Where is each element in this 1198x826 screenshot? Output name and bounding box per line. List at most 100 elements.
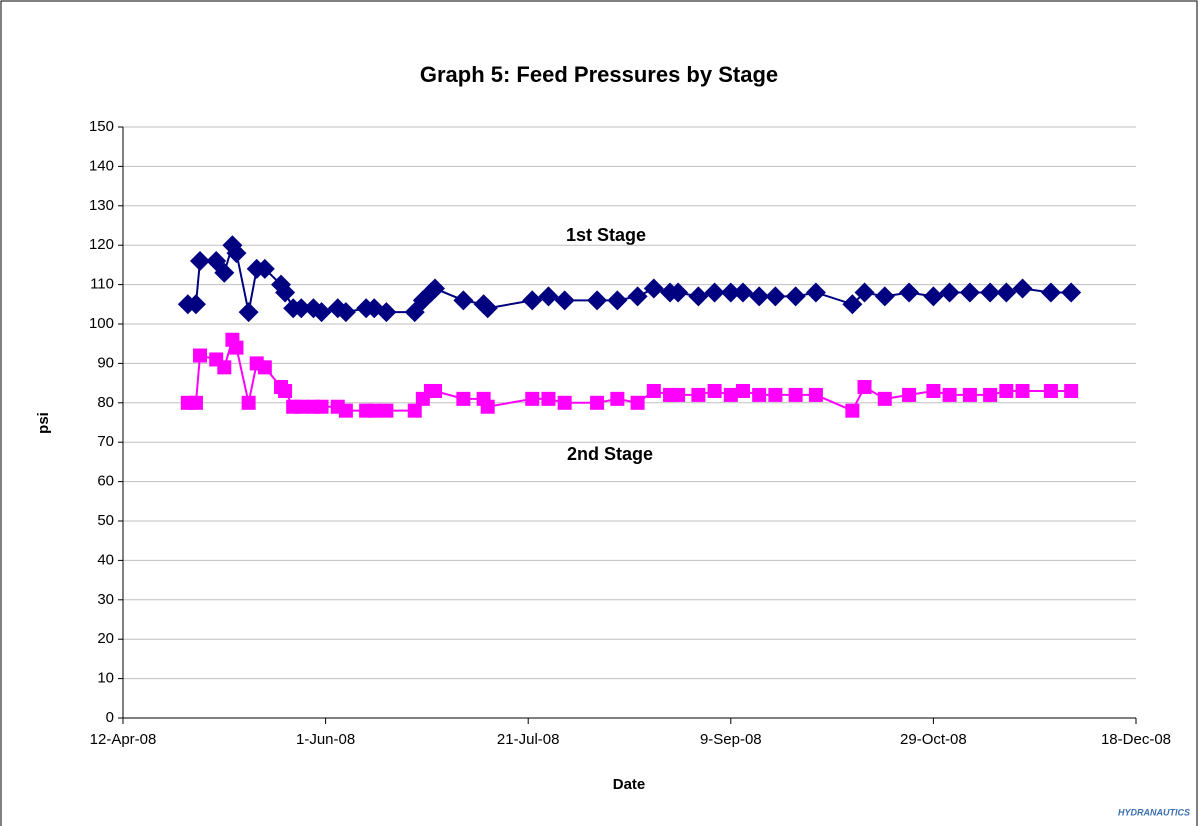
- marker: [338, 403, 353, 418]
- marker: [939, 282, 960, 303]
- y-tick-label: 30: [97, 591, 114, 608]
- marker: [425, 278, 446, 299]
- marker: [688, 286, 709, 307]
- marker: [607, 290, 628, 311]
- marker: [214, 262, 235, 283]
- marker: [294, 399, 309, 414]
- marker: [627, 286, 648, 307]
- y-tick-label: 0: [106, 709, 114, 726]
- marker: [367, 403, 382, 418]
- marker: [185, 294, 206, 315]
- marker: [407, 403, 422, 418]
- marker: [923, 286, 944, 307]
- marker: [845, 403, 860, 418]
- y-tick-label: 100: [89, 315, 114, 332]
- y-tick-label: 60: [97, 473, 114, 490]
- marker: [1015, 383, 1030, 398]
- marker: [959, 282, 980, 303]
- series-line: [187, 242, 1072, 314]
- marker: [768, 387, 783, 402]
- marker: [456, 391, 471, 406]
- marker: [257, 360, 272, 375]
- x-tick-label: 18-Dec-08: [1101, 731, 1171, 748]
- annotation: 1st Stage: [566, 225, 646, 245]
- marker: [226, 243, 247, 264]
- marker: [752, 387, 767, 402]
- marker: [765, 286, 786, 307]
- marker: [707, 383, 722, 398]
- y-tick-label: 10: [97, 670, 114, 687]
- marker: [376, 302, 397, 323]
- marker: [554, 290, 575, 311]
- marker: [630, 395, 645, 410]
- marker: [314, 399, 329, 414]
- marker: [480, 399, 495, 414]
- marker: [732, 282, 753, 303]
- marker: [942, 387, 957, 402]
- marker: [238, 302, 259, 323]
- marker: [1012, 278, 1033, 299]
- marker: [192, 348, 207, 363]
- marker: [557, 395, 572, 410]
- marker: [1040, 282, 1061, 303]
- marker: [723, 387, 738, 402]
- marker: [335, 302, 356, 323]
- marker: [962, 387, 977, 402]
- x-tick-label: 9-Sep-08: [700, 731, 762, 748]
- marker: [229, 340, 244, 355]
- y-tick-label: 150: [89, 118, 114, 135]
- logo: HYDRANAUTICS: [1118, 807, 1190, 817]
- marker: [610, 391, 625, 406]
- marker: [311, 302, 332, 323]
- x-tick-label: 12-Apr-08: [90, 731, 157, 748]
- y-tick-label: 120: [89, 236, 114, 253]
- y-tick-label: 70: [97, 433, 114, 450]
- y-tick-label: 110: [90, 276, 114, 293]
- marker: [785, 286, 806, 307]
- marker: [188, 395, 203, 410]
- marker: [1043, 383, 1058, 398]
- marker: [379, 403, 394, 418]
- marker: [854, 282, 875, 303]
- marker: [275, 282, 296, 303]
- marker: [842, 294, 863, 315]
- marker: [980, 282, 1001, 303]
- y-tick-label: 90: [97, 354, 114, 371]
- marker: [241, 395, 256, 410]
- marker: [983, 387, 998, 402]
- marker: [428, 383, 443, 398]
- marker: [902, 387, 917, 402]
- marker: [788, 387, 803, 402]
- chart-title: Graph 5: Feed Pressures by Stage: [420, 62, 778, 87]
- marker: [671, 387, 686, 402]
- marker: [857, 380, 872, 395]
- y-tick-label: 130: [89, 197, 114, 214]
- marker: [189, 250, 210, 271]
- marker: [996, 282, 1017, 303]
- marker: [587, 290, 608, 311]
- y-axis-title: psi: [35, 412, 52, 434]
- y-tick-label: 140: [89, 157, 114, 174]
- marker: [1064, 383, 1079, 398]
- marker: [668, 282, 689, 303]
- y-tick-label: 20: [97, 630, 114, 647]
- marker: [691, 387, 706, 402]
- marker: [749, 286, 770, 307]
- marker: [477, 298, 498, 319]
- marker: [874, 286, 895, 307]
- y-tick-label: 80: [97, 394, 114, 411]
- x-tick-label: 1-Jun-08: [296, 731, 355, 748]
- marker: [1061, 282, 1082, 303]
- marker: [522, 290, 543, 311]
- marker: [590, 395, 605, 410]
- x-axis-title: Date: [613, 776, 646, 793]
- marker: [805, 282, 826, 303]
- marker: [999, 383, 1014, 398]
- marker: [808, 387, 823, 402]
- annotation: 2nd Stage: [567, 444, 653, 464]
- x-tick-label: 21-Jul-08: [497, 731, 560, 748]
- marker: [735, 383, 750, 398]
- marker: [646, 383, 661, 398]
